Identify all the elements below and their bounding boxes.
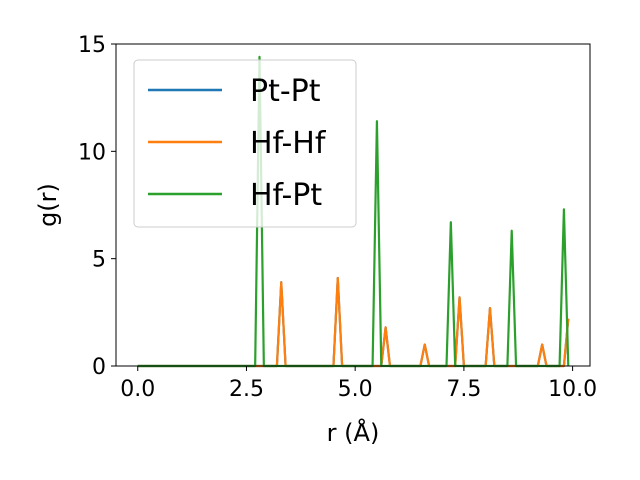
- legend: Pt-Pt Hf-Hf Hf-Pt: [133, 59, 357, 228]
- x-tick-label: 2.5: [229, 377, 264, 402]
- series-line-hf-hf: [137, 276, 570, 368]
- series-line-pt-pt: [137, 276, 570, 368]
- plot-frame: [115, 43, 591, 367]
- legend-label-pt-pt: Pt-Pt: [250, 74, 321, 109]
- y-tick-label: 10: [78, 140, 106, 165]
- legend-label-hf-hf: Hf-Hf: [250, 126, 327, 161]
- legend-box: [133, 59, 357, 228]
- y-tick-label: 5: [92, 248, 106, 273]
- legend-label-hf-pt: Hf-Pt: [250, 178, 322, 213]
- x-tick-label: 7.5: [446, 377, 481, 402]
- x-tick-label: 10.0: [548, 377, 597, 402]
- x-tick-label: 5.0: [338, 377, 373, 402]
- ticks-layer: 0.0 2.5 5.0 7.5 10.0 0 5 10 15: [78, 33, 597, 402]
- x-axis-label: r (Å): [327, 418, 380, 447]
- y-tick-label: 15: [78, 33, 106, 58]
- x-tick-label: 0.0: [120, 377, 155, 402]
- y-tick-label: 0: [92, 355, 106, 380]
- y-axis-label: g(r): [34, 183, 62, 227]
